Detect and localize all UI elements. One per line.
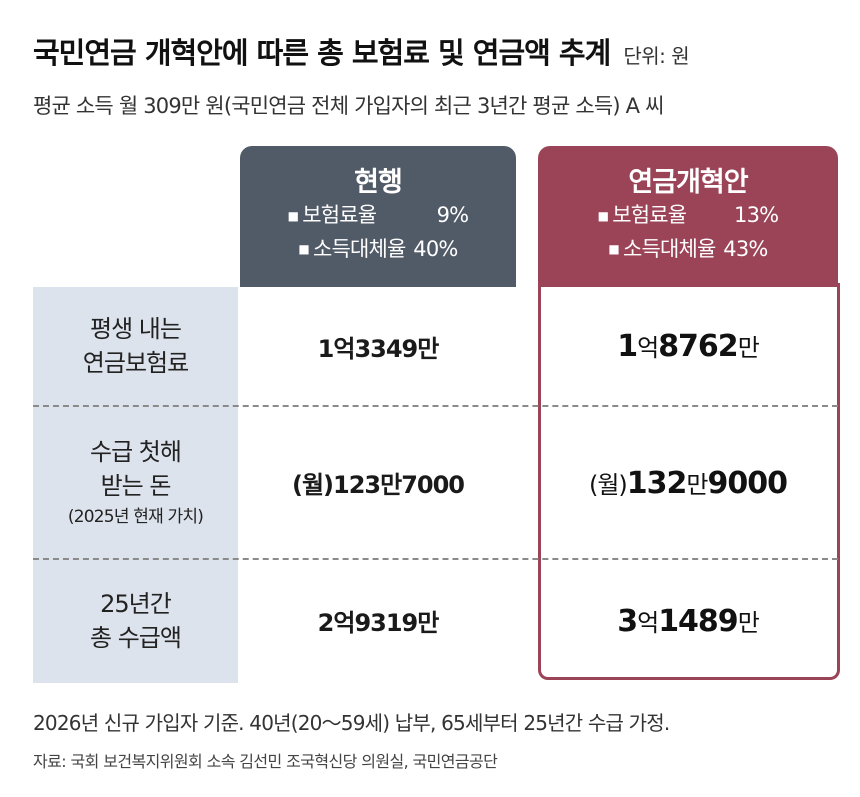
reform-value-num2: 9000 (707, 465, 788, 501)
current-rate1: ■ 보험료율 9% (240, 199, 516, 233)
row-label-line1: 25년간 (100, 589, 172, 618)
row-divider (33, 405, 838, 407)
row-label: 수급 첫해 받는 돈 (2025년 현재 가치) (33, 407, 238, 558)
row-label: 25년간 총 수급액 (33, 560, 238, 681)
row-label: 평생 내는 연금보험료 (33, 287, 238, 405)
reform-value-prefix: (월) (588, 470, 628, 499)
reform-rate2-value: 43% (723, 236, 768, 261)
reform-title: 연금개혁안 (628, 167, 748, 198)
reform-value-num1: 3 (617, 603, 638, 639)
source-note: 자료: 국회 보건복지위원회 소속 김선민 조국혁신당 의원실, 국민연금공단 (33, 752, 498, 771)
current-value: 2억9319만 (317, 609, 440, 637)
row-label-line2: 받는 돈 (100, 471, 172, 500)
footnote: 2026년 신규 가입자 기준. 40년(20～59세) 납부, 65세부터 2… (33, 711, 670, 735)
row-label-line2: 연금보험료 (82, 349, 189, 377)
reform-rate2-label: 소득대체율 (622, 236, 716, 261)
row-label-line2: 총 수급액 (90, 623, 182, 652)
bullet-icon: ■ (287, 208, 299, 223)
reform-rate1: ■ 보험료율 13% (538, 199, 838, 233)
reform-value-unit1: 만 (686, 470, 708, 499)
reform-header: 연금개혁안 ■ 보험료율 13% ■ 소득대체율 43% (538, 146, 838, 287)
reform-value-num2: 8762 (658, 329, 738, 364)
page-title: 국민연금 개혁안에 따른 총 보험료 및 연금액 추계 (33, 36, 611, 70)
subtitle: 평균 소득 월 309만 원(국민연금 전체 가입자의 최근 3년간 평균 소득… (33, 94, 664, 118)
reform-rate1-value: 13% (734, 203, 779, 227)
row-label-note: (2025년 현재 가치) (67, 506, 204, 527)
reform-rate1-label: 보험료율 (612, 203, 687, 227)
table-row-first-payment: 수급 첫해 받는 돈 (2025년 현재 가치) (월)123만7000 (월)… (33, 407, 838, 558)
reform-value-unit2: 만 (737, 608, 760, 637)
bullet-icon: ■ (608, 242, 619, 256)
reform-value: (월)132만9000 (538, 407, 838, 558)
reform-value-num1: 1 (617, 329, 638, 364)
reform-value-unit1: 억 (637, 608, 659, 637)
row-label-line1: 평생 내는 (90, 315, 182, 343)
title-row: 국민연금 개혁안에 따른 총 보험료 및 연금액 추계 단위: 원 (33, 30, 690, 72)
current-rate1-value: 9% (436, 203, 470, 227)
current-value: 1억3349만 (317, 334, 440, 363)
table-row-total-benefit: 25년간 총 수급액 2억9319만 3억1489만 (33, 560, 838, 681)
reform-value-num1: 132 (626, 465, 688, 501)
reform-value-unit1: 억 (637, 334, 659, 362)
table-row-premium: 평생 내는 연금보험료 1억3349만 1억8762만 (33, 287, 838, 405)
current-rate2: ■ 소득대체율 40% (240, 233, 516, 267)
bullet-icon: ■ (298, 242, 309, 256)
row-label-line1: 수급 첫해 (90, 437, 182, 466)
current-header: 현행 ■ 보험료율 9% ■ 소득대체율 40% (240, 146, 516, 287)
unit-label: 단위: 원 (623, 44, 690, 68)
reform-value: 3억1489만 (538, 560, 838, 681)
label-column-bg (33, 287, 238, 683)
reform-value: 1억8762만 (538, 287, 838, 405)
row-divider (33, 558, 838, 560)
reform-rate2: ■ 소득대체율 43% (538, 233, 838, 267)
bullet-icon: ■ (597, 208, 609, 223)
current-rate1-label: 보험료율 (302, 203, 377, 227)
reform-column-border (538, 283, 840, 680)
reform-value-unit2: 만 (737, 334, 760, 362)
current-title: 현행 (354, 167, 403, 198)
current-rate2-label: 소득대체율 (312, 236, 406, 261)
reform-value-num2: 1489 (658, 603, 738, 639)
current-rate2-value: 40% (413, 236, 458, 261)
current-value: (월)123만7000 (292, 471, 465, 499)
